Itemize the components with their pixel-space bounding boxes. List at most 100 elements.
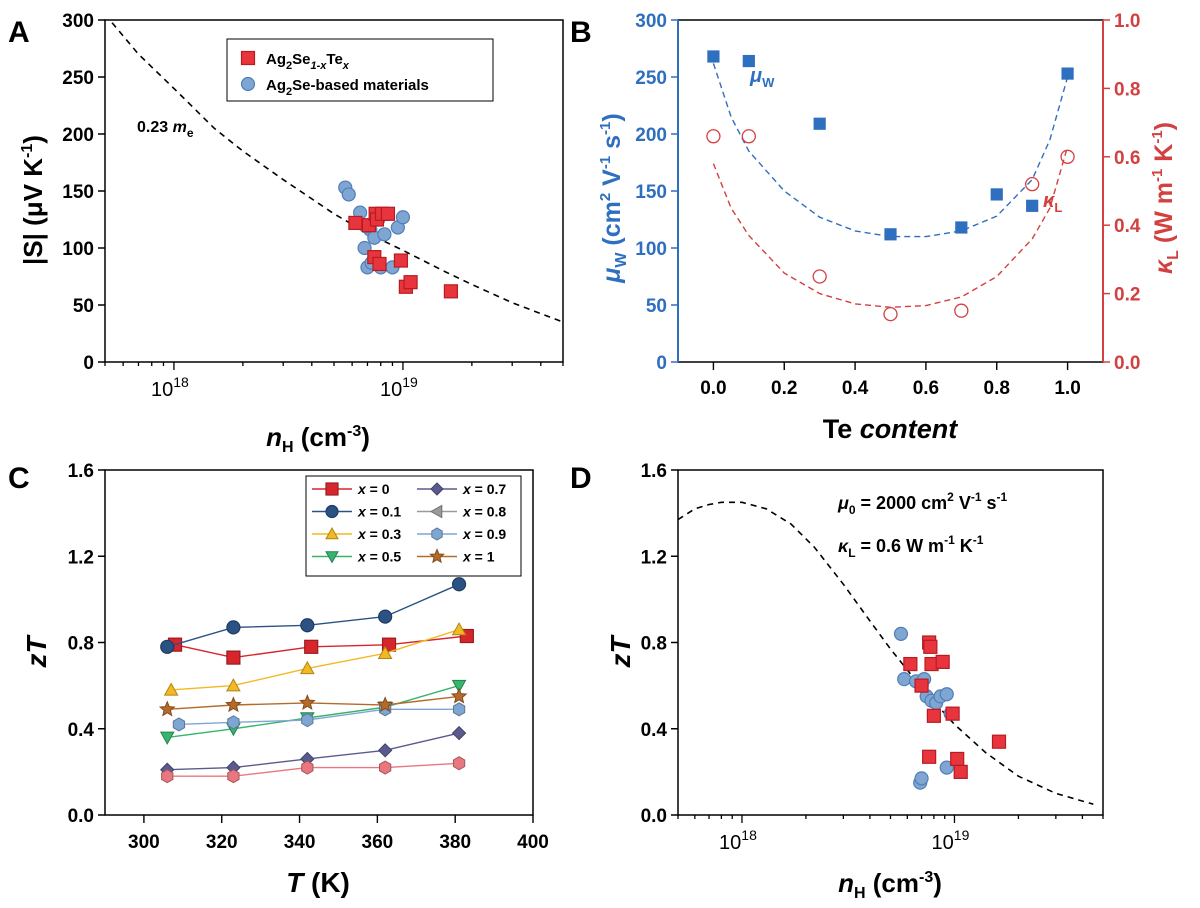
data-point-tex bbox=[372, 256, 387, 272]
b-ytick2-label: 1.0 bbox=[1114, 11, 1140, 32]
a-xtick-label: 1018 bbox=[151, 374, 189, 401]
a-ytick-label: 300 bbox=[62, 11, 94, 32]
legend-a-marker-ag2se bbox=[240, 76, 256, 92]
data-point-tex bbox=[914, 678, 929, 693]
data-point-c bbox=[226, 678, 241, 692]
a-ytick-label: 50 bbox=[73, 296, 94, 317]
series-line-c bbox=[174, 635, 467, 659]
b-ytick-label: 300 bbox=[635, 11, 667, 32]
legend-c-label: x = 0.5 bbox=[357, 549, 401, 565]
data-point-mu bbox=[742, 54, 755, 68]
data-point-tex bbox=[403, 275, 418, 290]
d-ytick-label: 0.0 bbox=[641, 806, 667, 827]
data-point-c bbox=[227, 715, 240, 730]
panel-a-chart: 0 50 100 150 200 250 300 1018 1019 Ag2Se1-xTex Ag… bbox=[18, 11, 564, 456]
data-point-tex bbox=[945, 706, 960, 721]
c-ytick-label: 0.8 bbox=[68, 634, 94, 655]
b-ytick-label: 150 bbox=[635, 182, 667, 203]
b-xtick-label: 0.4 bbox=[842, 378, 869, 399]
plot-area-a bbox=[108, 20, 563, 323]
y-axis-label-b-left: μW (cm2 V-1 s-1) bbox=[597, 113, 630, 283]
x-axis-label-b: Te content bbox=[823, 414, 959, 444]
data-point-ag2se bbox=[914, 771, 929, 786]
data-point-tex bbox=[380, 206, 396, 221]
b-ytick-label: 50 bbox=[646, 296, 667, 317]
plot-frame-d bbox=[677, 469, 1104, 816]
data-point-tex bbox=[953, 764, 968, 779]
data-point-tex bbox=[950, 751, 965, 767]
c-xtick-label: 300 bbox=[128, 832, 160, 853]
data-point-mu bbox=[707, 50, 720, 63]
data-point-c bbox=[163, 682, 179, 696]
legend-c-marker bbox=[429, 504, 443, 519]
x-axis-label-d: nH (cm-3) bbox=[838, 868, 942, 902]
x-axis-label-a: nH (cm-3) bbox=[266, 422, 370, 456]
legend-a-label-ag2se: Ag2Se-based materials bbox=[266, 77, 429, 98]
b-xtick-label: 0.0 bbox=[700, 378, 726, 399]
data-point-mu bbox=[813, 117, 826, 130]
data-point-c bbox=[298, 694, 316, 710]
data-point-c bbox=[376, 696, 394, 713]
data-point-c bbox=[451, 577, 467, 592]
panel-label-a: A bbox=[8, 16, 30, 49]
d-xtick-label: 1019 bbox=[932, 827, 970, 854]
b-ytick2-label: 0.8 bbox=[1114, 79, 1140, 100]
c-xtick-label: 340 bbox=[284, 832, 316, 853]
legend-c-marker bbox=[325, 482, 339, 496]
legend-a-marker-tex bbox=[240, 50, 256, 66]
data-point-ag2se bbox=[341, 187, 356, 202]
data-point-tex bbox=[922, 749, 937, 764]
legend-c-label: x = 1 bbox=[462, 549, 495, 565]
panel-label-c: C bbox=[8, 462, 30, 495]
legend-c-label: x = 0.9 bbox=[462, 526, 506, 542]
data-point-ag2se bbox=[939, 760, 954, 775]
legend-c-marker bbox=[325, 526, 339, 540]
legend-c-label: x = 0.7 bbox=[462, 481, 506, 497]
label-b-mu: μW bbox=[749, 65, 775, 90]
panel-d-chart: 0.0 0.4 0.8 1.2 1.6 1018 1019 μ0 = 2000 cm2 V-… bbox=[605, 461, 1104, 902]
data-point-c bbox=[304, 639, 319, 654]
legend-c-label: x = 0.8 bbox=[462, 504, 506, 520]
data-point-tex bbox=[393, 253, 409, 268]
annotation-d-mu0: μ0 = 2000 cm2 V-1 s-1 bbox=[837, 490, 1008, 517]
b-ytick-label: 250 bbox=[635, 68, 667, 89]
panel-b-chart: 0 50 100 150 200 250 300 0.0 0.2 0.4 0.6 0.8 1.0 0.0 0… bbox=[597, 11, 1182, 444]
b-xtick-label: 0.6 bbox=[913, 378, 939, 399]
data-point-kappa bbox=[741, 129, 756, 144]
b-ytick2-label: 0.4 bbox=[1114, 216, 1141, 237]
legend-a-label-tex: Ag2Se1-xTex bbox=[266, 51, 350, 72]
data-point-c bbox=[158, 700, 176, 717]
data-point-c bbox=[227, 769, 240, 784]
data-point-kappa bbox=[706, 129, 721, 144]
data-point-mu bbox=[1026, 199, 1039, 212]
data-point-tex bbox=[935, 654, 950, 670]
annotation-d-kappa: κL = 0.6 W m-1 K-1 bbox=[838, 533, 984, 560]
b-xtick-label: 1.0 bbox=[1054, 378, 1080, 399]
y-axis-label-d: zT bbox=[605, 634, 636, 669]
fit-curve-mu bbox=[712, 63, 1069, 238]
data-point-ag2se bbox=[395, 210, 411, 225]
b-ytick2-label: 0.0 bbox=[1114, 353, 1140, 374]
data-point-c bbox=[452, 702, 466, 717]
c-xtick-label: 380 bbox=[439, 832, 471, 853]
c-xtick-label: 400 bbox=[517, 832, 549, 853]
data-point-tex bbox=[348, 215, 363, 231]
d-ytick-label: 1.2 bbox=[641, 547, 667, 568]
c-xtick-label: 360 bbox=[362, 832, 394, 853]
x-axis-label-c: T (K) bbox=[286, 867, 350, 898]
data-point-tex bbox=[923, 639, 938, 654]
y-axis-label-a: |S| (μV K-1) bbox=[18, 135, 48, 265]
data-point-mu bbox=[1061, 67, 1074, 80]
a-xtick-label: 1019 bbox=[380, 374, 418, 401]
data-point-c bbox=[451, 679, 467, 694]
series-line-c bbox=[171, 628, 460, 691]
data-point-mu bbox=[955, 221, 968, 234]
d-xtick-label: 1018 bbox=[719, 827, 757, 854]
legend-c-label: x = 0.1 bbox=[357, 504, 401, 520]
data-point-c bbox=[301, 713, 314, 728]
series-line-c bbox=[167, 684, 460, 739]
a-ytick-label: 200 bbox=[62, 125, 94, 146]
series-line-c bbox=[167, 583, 460, 648]
data-point-ag2se bbox=[939, 687, 954, 702]
a-ytick-label: 250 bbox=[62, 68, 94, 89]
